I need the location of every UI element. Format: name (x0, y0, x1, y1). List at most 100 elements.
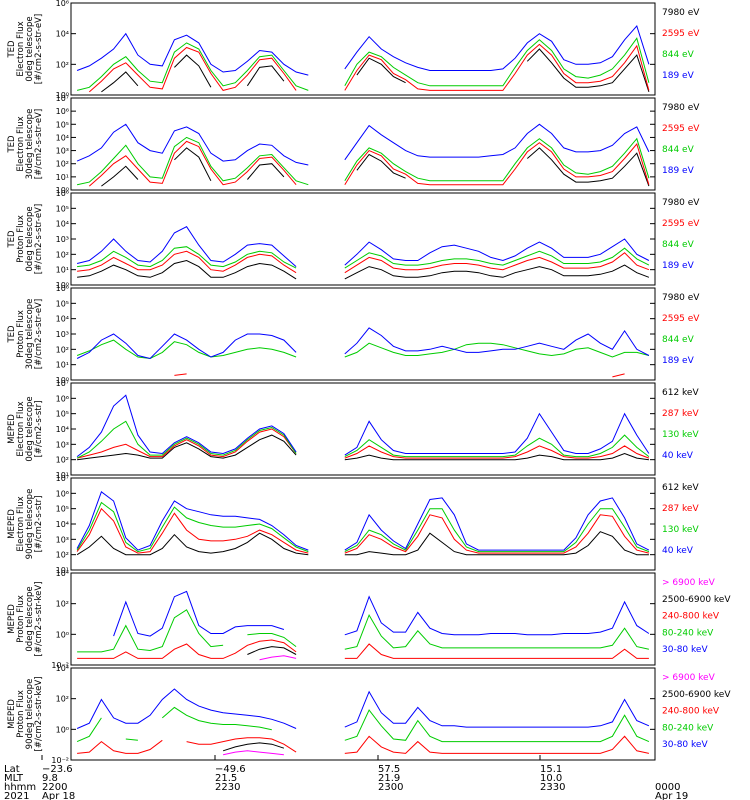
panel-6: 10¹ 10² 10³ 10⁴ 10⁵ 10⁶ 10⁷ MEPEDElectron Flux9… (7, 474, 699, 575)
series-line-4 (344, 123, 650, 161)
y-axis-label-line: 90deg telescope (25, 489, 35, 560)
series-line-4 (76, 123, 309, 166)
y-tick-label: 10⁴ (56, 30, 69, 39)
panel-frame (70, 477, 656, 571)
series-line-5 (344, 595, 650, 636)
legend-entry: 2595 eV (662, 29, 700, 39)
series-line-1 (526, 48, 650, 93)
y-tick-label: 10⁶ (56, 284, 69, 293)
series-line-4 (344, 709, 650, 743)
y-tick-label: 10⁰ (56, 630, 69, 639)
y-axis-label: TEDProton Flux0deg telescope[#/cm2-s-str… (7, 204, 44, 274)
x-axis-value: 2200 (42, 782, 67, 793)
legend-entry: 844 eV (662, 335, 695, 345)
legend-entry: 612 keV (662, 388, 699, 398)
series-line-1 (77, 434, 297, 461)
y-tick-label: 10⁴ (56, 133, 69, 142)
y-axis-label: TEDElectron Flux30deg telescope[#/cm2-s-… (7, 109, 44, 180)
y-axis-label-line: TED (7, 135, 17, 154)
y-tick-label: 10⁴ (56, 315, 69, 324)
y-axis-label-line: [#/cm2-s-str-eV] (34, 109, 44, 179)
series-line-3 (77, 246, 297, 269)
x-axis-value: 57.5 (378, 764, 400, 775)
y-axis-label-line: 30deg telescope (25, 109, 35, 180)
legend-entry: 7980 eV (662, 293, 700, 303)
series-line-1 (344, 264, 650, 280)
panel-frame (70, 192, 656, 286)
y-tick-label: 10⁵ (56, 410, 69, 419)
y-tick-label: 10³ (56, 330, 69, 339)
y-tick-label: 10² (56, 345, 69, 354)
y-axis-label-line: [#/cm2-s-str] (34, 496, 44, 553)
panel-frame (70, 97, 656, 191)
panel-2: 10⁰ 10¹ 10² 10³ 10⁴ 10⁵ 10⁶ 10⁷ TEDElectron Flux… (7, 94, 700, 195)
axis-row-label-lat: Lat (4, 764, 20, 775)
x-axis-value: 15.1 (540, 764, 562, 775)
legend-entry: 240-800 keV (662, 612, 720, 622)
series-line-2 (247, 646, 297, 655)
series-line-4 (344, 238, 650, 266)
y-tick-label: 10⁰ (56, 281, 69, 290)
y-tick-label: 10³ (56, 535, 69, 544)
series-line-1 (101, 165, 139, 187)
legend-entry: 189 eV (662, 261, 695, 271)
legend-entry: 844 eV (662, 145, 695, 155)
series-line-1 (222, 750, 284, 756)
y-axis-label-line: Electron Flux (16, 116, 26, 171)
y-tick-label: 10⁻² (51, 661, 69, 670)
y-tick-label: 10⁶ (56, 189, 69, 198)
y-tick-label: 10⁴ (56, 220, 69, 229)
x-axis-value: 9.8 (42, 773, 58, 784)
y-tick-label: 10³ (56, 147, 69, 156)
y-axis-label: MEPEDProton Flux0deg telescope[#/cm2-s-s… (7, 582, 44, 657)
series-line-3 (344, 137, 650, 182)
legend-entry: 844 eV (662, 50, 695, 60)
legend-entry: 2500-6900 keV (662, 595, 731, 605)
y-axis-label-line: Proton Flux (16, 595, 26, 643)
y-tick-label: 10⁶ (56, 0, 69, 8)
y-tick-label: 10¹ (56, 361, 69, 370)
series-line-3 (344, 643, 649, 659)
series-line-3 (76, 339, 297, 360)
y-axis-label: TEDProton Flux30deg telescope[#/cm2-s-st… (7, 299, 44, 370)
legend-entry: 612 keV (662, 483, 699, 493)
series-line-1 (526, 147, 650, 187)
series-line-2 (222, 742, 285, 752)
series-line-4 (76, 394, 297, 457)
series-line-4 (344, 497, 650, 551)
y-tick-label: 10¹ (56, 471, 69, 480)
y-tick-label: 10⁶ (56, 489, 69, 498)
y-axis-label-line: Proton Flux (16, 310, 26, 358)
legend-entry: 287 keV (662, 504, 699, 514)
series-line-1 (246, 65, 285, 87)
legend-entry: 30-80 keV (662, 740, 708, 750)
series-line-2 (88, 46, 297, 93)
series-line-4 (77, 609, 224, 653)
series-line-2 (344, 445, 650, 459)
x-axis-value: −49.6 (215, 764, 246, 775)
y-axis-label-line: [#/cm2-s-str-eV] (34, 14, 44, 84)
y-tick-label: 10¹ (56, 566, 69, 575)
legend-entry: 189 eV (662, 356, 695, 366)
series-line-2 (612, 373, 625, 378)
y-tick-label: 10² (56, 250, 69, 259)
y-axis-label-line: Electron Flux (16, 496, 26, 551)
series-line-2 (344, 142, 650, 186)
legend-entry: 7980 eV (662, 198, 700, 208)
legend-entry: 80-240 keV (662, 723, 714, 733)
y-axis-label-line: TED (7, 325, 17, 344)
series-line-4 (76, 226, 297, 267)
series-line-3 (186, 737, 297, 753)
axis-row-label-hhmm: hhmm (4, 782, 36, 793)
legend-entry: 30-80 keV (662, 645, 708, 655)
series-line-5 (76, 688, 297, 729)
series-line-3 (344, 37, 650, 87)
series-line-2 (344, 43, 650, 91)
x-axis-value: 2330 (540, 782, 565, 793)
y-axis-label-line: 0deg telescope (25, 586, 35, 651)
legend-entry: 2595 eV (662, 314, 700, 324)
series-line-5 (113, 590, 285, 637)
